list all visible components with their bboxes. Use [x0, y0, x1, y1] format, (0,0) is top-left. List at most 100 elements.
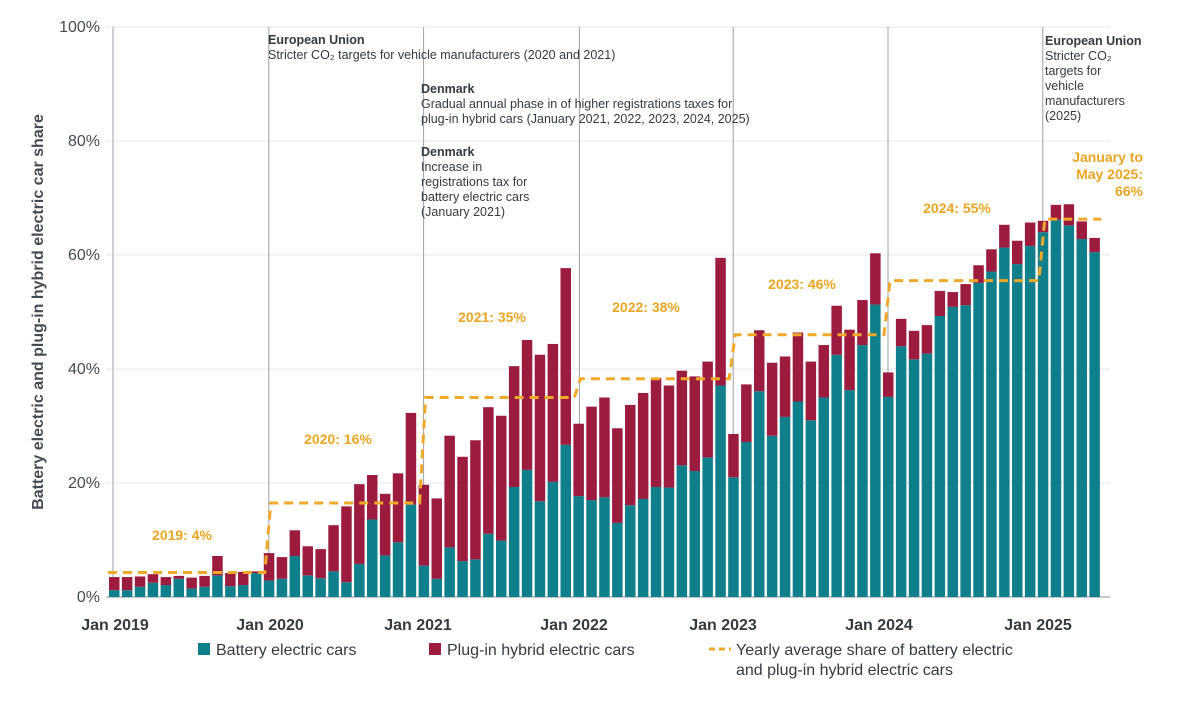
- bar-battery-electric: [354, 563, 365, 597]
- bar-battery-electric: [1089, 252, 1100, 597]
- bar-plug-in-hybrid: [908, 330, 920, 360]
- bar-plug-in-hybrid: [870, 253, 881, 305]
- x-tick-label: Jan 2020: [236, 617, 304, 634]
- bar-plug-in-hybrid: [405, 412, 417, 505]
- bar-battery-electric: [818, 397, 829, 597]
- bar-plug-in-hybrid: [470, 440, 481, 560]
- bar-battery-electric: [870, 304, 881, 597]
- bar-battery-electric: [934, 315, 946, 597]
- bar-battery-electric: [1050, 219, 1062, 597]
- bar-battery-electric: [857, 345, 868, 597]
- bar-battery-electric: [496, 540, 507, 597]
- annotation-text: manufacturers: [1045, 94, 1125, 108]
- bar-battery-electric: [250, 573, 262, 597]
- bar-battery-electric: [315, 578, 326, 597]
- annotation-title: European Union: [1045, 34, 1142, 48]
- annotation-title: Denmark: [421, 82, 475, 96]
- x-tick-label: Jan 2022: [540, 617, 608, 634]
- bar-battery-electric: [831, 354, 842, 597]
- bar-battery-electric: [1012, 264, 1023, 597]
- bar-plug-in-hybrid: [1050, 204, 1062, 220]
- bar-plug-in-hybrid: [741, 384, 752, 442]
- yearly-average-label: 2024: 55%: [923, 200, 991, 216]
- bar-battery-electric: [121, 590, 133, 597]
- bar-plug-in-hybrid: [109, 577, 120, 591]
- x-tick-label: Jan 2023: [689, 617, 757, 634]
- bar-plug-in-hybrid: [250, 571, 262, 574]
- bar-plug-in-hybrid: [1076, 221, 1087, 240]
- bar-plug-in-hybrid: [779, 356, 791, 417]
- y-tick-label: 0%: [77, 589, 100, 606]
- bar-plug-in-hybrid: [754, 330, 765, 392]
- yearly-average-labels: 2019: 4% 2020: 16% 2021: 35% 2022: 38% 2023:…: [152, 149, 1144, 543]
- bar-plug-in-hybrid: [289, 530, 301, 556]
- bar-plug-in-hybrid: [521, 339, 533, 470]
- bar-battery-electric: [457, 561, 468, 597]
- y-axis-label: Battery electric and plug-in hybrid elec…: [30, 114, 47, 510]
- bar-battery-electric: [1063, 225, 1075, 598]
- bar-plug-in-hybrid: [212, 555, 223, 576]
- bar-battery-electric: [805, 420, 817, 597]
- bar-battery-electric: [728, 477, 739, 597]
- bar-battery-electric: [186, 588, 197, 597]
- bar-battery-electric: [147, 582, 159, 597]
- bar-battery-electric: [483, 533, 494, 597]
- bar-plug-in-hybrid: [728, 433, 739, 478]
- bar-battery-electric: [276, 578, 288, 597]
- bar-plug-in-hybrid: [947, 292, 958, 307]
- bar-plug-in-hybrid: [973, 265, 984, 283]
- yearly-average-label: 2020: 16%: [304, 431, 372, 447]
- annotation-text: Stricter CO₂: [1045, 49, 1112, 63]
- bar-plug-in-hybrid: [534, 354, 546, 502]
- bar-plug-in-hybrid: [1063, 204, 1075, 226]
- bar-battery-electric: [895, 346, 907, 597]
- bar-battery-electric: [508, 486, 520, 597]
- bar-battery-electric: [225, 586, 236, 597]
- yearly-average-label: 2023: 46%: [768, 276, 836, 292]
- bar-plug-in-hybrid: [315, 549, 326, 579]
- bar-battery-electric: [238, 585, 249, 597]
- bar-battery-electric: [702, 457, 713, 597]
- bar-battery-electric: [883, 396, 894, 597]
- x-axis-ticks: Jan 2019 Jan 2020 Jan 2021 Jan 2022 Jan 2023…: [81, 617, 1072, 634]
- bar-plug-in-hybrid: [328, 525, 339, 572]
- bar-battery-electric: [766, 435, 778, 597]
- bar-plug-in-hybrid: [238, 571, 249, 586]
- bar-plug-in-hybrid: [715, 257, 726, 386]
- bar-plug-in-hybrid: [637, 392, 649, 499]
- annotation-title: European Union: [268, 33, 365, 47]
- bar-battery-electric: [612, 522, 623, 597]
- yearly-average-label: 66%: [1115, 183, 1144, 199]
- bar-plug-in-hybrid: [134, 576, 146, 587]
- bar-plug-in-hybrid: [1012, 240, 1023, 265]
- legend-label: and plug-in hybrid electric cars: [736, 662, 953, 679]
- bar-battery-electric: [754, 391, 765, 597]
- legend-label: Plug-in hybrid electric cars: [447, 642, 635, 659]
- bar-battery-electric: [160, 585, 172, 597]
- bar-battery-electric: [960, 305, 971, 597]
- bar-battery-electric: [405, 504, 417, 597]
- bar-plug-in-hybrid: [379, 493, 391, 556]
- yearly-average-label: May 2025:: [1076, 166, 1143, 182]
- bar-battery-electric: [986, 271, 997, 597]
- bar-plug-in-hybrid: [121, 577, 133, 591]
- bar-plug-in-hybrid: [496, 415, 507, 541]
- bar-plug-in-hybrid: [805, 361, 817, 421]
- bar-plug-in-hybrid: [276, 557, 288, 579]
- bar-battery-electric: [444, 547, 455, 597]
- bar-battery-electric: [715, 385, 726, 597]
- bar-battery-electric: [534, 501, 546, 597]
- annotation-text: vehicle: [1045, 79, 1084, 93]
- bar-battery-electric: [908, 359, 920, 597]
- bar-battery-electric: [109, 590, 120, 597]
- annotation-text: Increase in: [421, 160, 482, 174]
- bar-battery-electric: [689, 471, 700, 597]
- bar-plug-in-hybrid: [792, 332, 804, 402]
- legend-swatch-battery-electric: [198, 643, 210, 655]
- bar-battery-electric: [289, 555, 301, 597]
- annotation-text: targets for: [1045, 64, 1101, 78]
- bar-plug-in-hybrid: [147, 574, 159, 583]
